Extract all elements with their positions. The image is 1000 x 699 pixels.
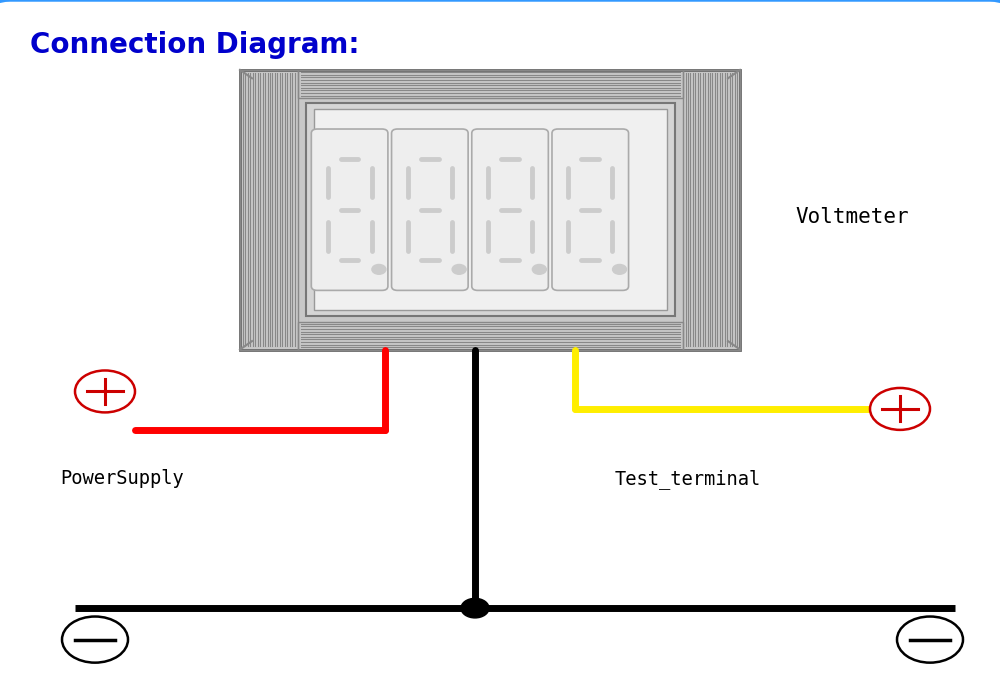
Bar — [306, 103, 674, 316]
FancyBboxPatch shape — [311, 129, 388, 290]
FancyBboxPatch shape — [472, 129, 548, 290]
Bar — [298, 322, 682, 350]
Circle shape — [532, 264, 546, 274]
Circle shape — [613, 264, 627, 274]
Circle shape — [897, 617, 963, 663]
Bar — [682, 70, 740, 350]
Circle shape — [62, 617, 128, 663]
Text: PowerSupply: PowerSupply — [60, 469, 184, 489]
Text: Connection Diagram:: Connection Diagram: — [30, 31, 360, 59]
Text: Voltmeter: Voltmeter — [795, 207, 909, 226]
Circle shape — [75, 370, 135, 412]
Circle shape — [870, 388, 930, 430]
Circle shape — [372, 264, 386, 274]
Bar — [314, 109, 666, 310]
Circle shape — [452, 264, 466, 274]
Circle shape — [461, 598, 489, 618]
FancyBboxPatch shape — [552, 129, 629, 290]
Bar — [240, 70, 740, 350]
Text: Test_terminal: Test_terminal — [615, 469, 761, 489]
FancyBboxPatch shape — [392, 129, 468, 290]
Bar — [240, 70, 298, 350]
Bar — [298, 70, 682, 98]
